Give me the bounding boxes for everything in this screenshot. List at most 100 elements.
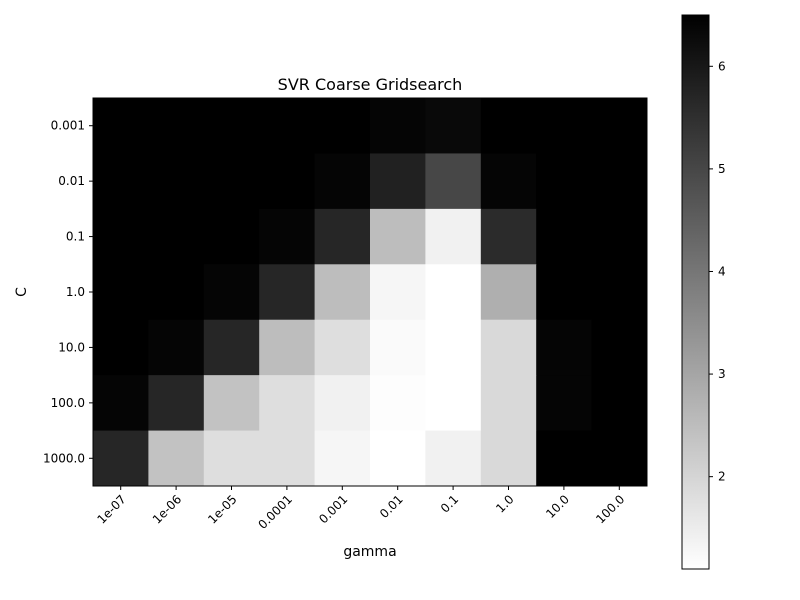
heatmap-cell <box>93 153 149 210</box>
y-tick-label: 100.0 <box>51 396 85 410</box>
x-tick-label: 1e-06 <box>150 492 184 526</box>
heatmap-cell <box>148 319 205 376</box>
heatmap-cell <box>480 208 537 265</box>
heatmap-cell <box>203 430 260 487</box>
heatmap-cell <box>93 375 149 432</box>
heatmap-cell <box>591 375 648 432</box>
heatmap-cell <box>425 153 482 210</box>
heatmap-cell <box>591 264 648 321</box>
heatmap-cell <box>370 98 426 154</box>
heatmap-cell <box>425 264 482 321</box>
colorbar-ticks: 2 3 4 5 6 <box>709 59 726 484</box>
colorbar-tick-label: 5 <box>718 162 726 176</box>
x-tick-label: 1e-05 <box>205 492 239 526</box>
colorbar-tick-label: 3 <box>718 367 726 381</box>
x-tick-label: 1e-07 <box>94 492 128 526</box>
heatmap-cell <box>203 319 260 376</box>
heatmap-cell <box>536 375 593 432</box>
heatmap-cell <box>93 430 149 487</box>
heatmap-cell <box>370 208 426 265</box>
heatmap-cell <box>93 208 149 265</box>
heatmap-cell <box>591 430 648 487</box>
x-tick-label: 1.0 <box>493 492 516 515</box>
colorbar <box>681 14 710 570</box>
heatmap-cell <box>370 430 426 487</box>
x-tick-label: 10.0 <box>543 492 572 521</box>
heatmap-cell <box>370 264 426 321</box>
heatmap-cell <box>480 375 537 432</box>
heatmap-cell <box>314 208 371 265</box>
y-tick-label: 0.1 <box>66 230 85 244</box>
heatmap-cell <box>148 153 205 210</box>
heatmap-cell <box>536 430 593 487</box>
heatmap-cell <box>370 375 426 432</box>
heatmap-cell <box>93 319 149 376</box>
x-axis-label: gamma <box>343 544 396 560</box>
heatmap-cell <box>314 319 371 376</box>
heatmap-cell <box>425 319 482 376</box>
heatmap-cell <box>259 264 316 321</box>
x-tick-label: 100.0 <box>593 492 627 526</box>
colorbar-tick-label: 6 <box>718 59 726 73</box>
y-tick-label: 0.01 <box>58 174 85 188</box>
x-tick-label: 0.01 <box>377 492 406 521</box>
chart-title: SVR Coarse Gridsearch <box>278 75 463 94</box>
heatmap-cell <box>370 153 426 210</box>
heatmap-cell <box>370 319 426 376</box>
heatmap-cell <box>203 208 260 265</box>
heatmap-cell <box>480 153 537 210</box>
heatmap-cell <box>148 375 205 432</box>
heatmap-cell <box>425 98 482 154</box>
heatmap-cell <box>203 153 260 210</box>
heatmap-cell <box>536 98 593 154</box>
heatmap-cell <box>314 98 371 154</box>
heatmap-cell <box>148 208 205 265</box>
x-tick-label: 0.001 <box>316 492 350 526</box>
y-tick-label: 10.0 <box>58 340 85 354</box>
heatmap-cell <box>536 153 593 210</box>
heatmap-cell <box>425 375 482 432</box>
colorbar-tick-label: 4 <box>718 264 726 278</box>
heatmap-cell <box>536 319 593 376</box>
heatmap-cell <box>259 430 316 487</box>
heatmap-cell <box>93 98 149 154</box>
colorbar-tick-label: 2 <box>718 470 726 484</box>
x-tick-label: 0.0001 <box>255 492 295 532</box>
heatmap-cell <box>480 430 537 487</box>
heatmap-cell <box>480 98 537 154</box>
heatmap-cell <box>314 153 371 210</box>
x-tick-label: 0.1 <box>438 492 461 515</box>
heatmap-cell <box>93 264 149 321</box>
y-tick-label: 1000.0 <box>43 451 85 465</box>
heatmap-cell <box>259 375 316 432</box>
heatmap-cell <box>259 208 316 265</box>
heatmap-cell <box>259 153 316 210</box>
heatmap-cell <box>314 264 371 321</box>
heatmap-cell <box>203 98 260 154</box>
heatmap-cell <box>480 319 537 376</box>
heatmap-cell <box>203 264 260 321</box>
heatmap-cell <box>480 264 537 321</box>
heatmap-cell <box>148 98 205 154</box>
heatmap-cell <box>591 319 648 376</box>
heatmap-cell <box>314 430 371 487</box>
heatmap-cell <box>148 264 205 321</box>
y-axis-ticks: 0.001 0.01 0.1 1.0 10.0 100.0 1000.0 <box>43 119 93 465</box>
heatmap-cell <box>591 98 648 154</box>
heatmap-cell <box>591 153 648 210</box>
x-axis-ticks: 1e-07 1e-06 1e-05 0.0001 0.001 0.01 0.1 1.0 10.0… <box>94 486 627 532</box>
heatmap-cell <box>203 375 260 432</box>
y-axis-label: C <box>14 287 30 297</box>
y-tick-label: 0.001 <box>51 119 85 133</box>
heatmap-cell <box>536 264 593 321</box>
heatmap-cells <box>93 98 648 487</box>
heatmap-cell <box>259 98 316 154</box>
heatmap-cell <box>148 430 205 487</box>
y-tick-label: 1.0 <box>66 285 85 299</box>
heatmap-cell <box>314 375 371 432</box>
heatmap-cell <box>536 208 593 265</box>
heatmap-cell <box>425 430 482 487</box>
heatmap-cell <box>259 319 316 376</box>
